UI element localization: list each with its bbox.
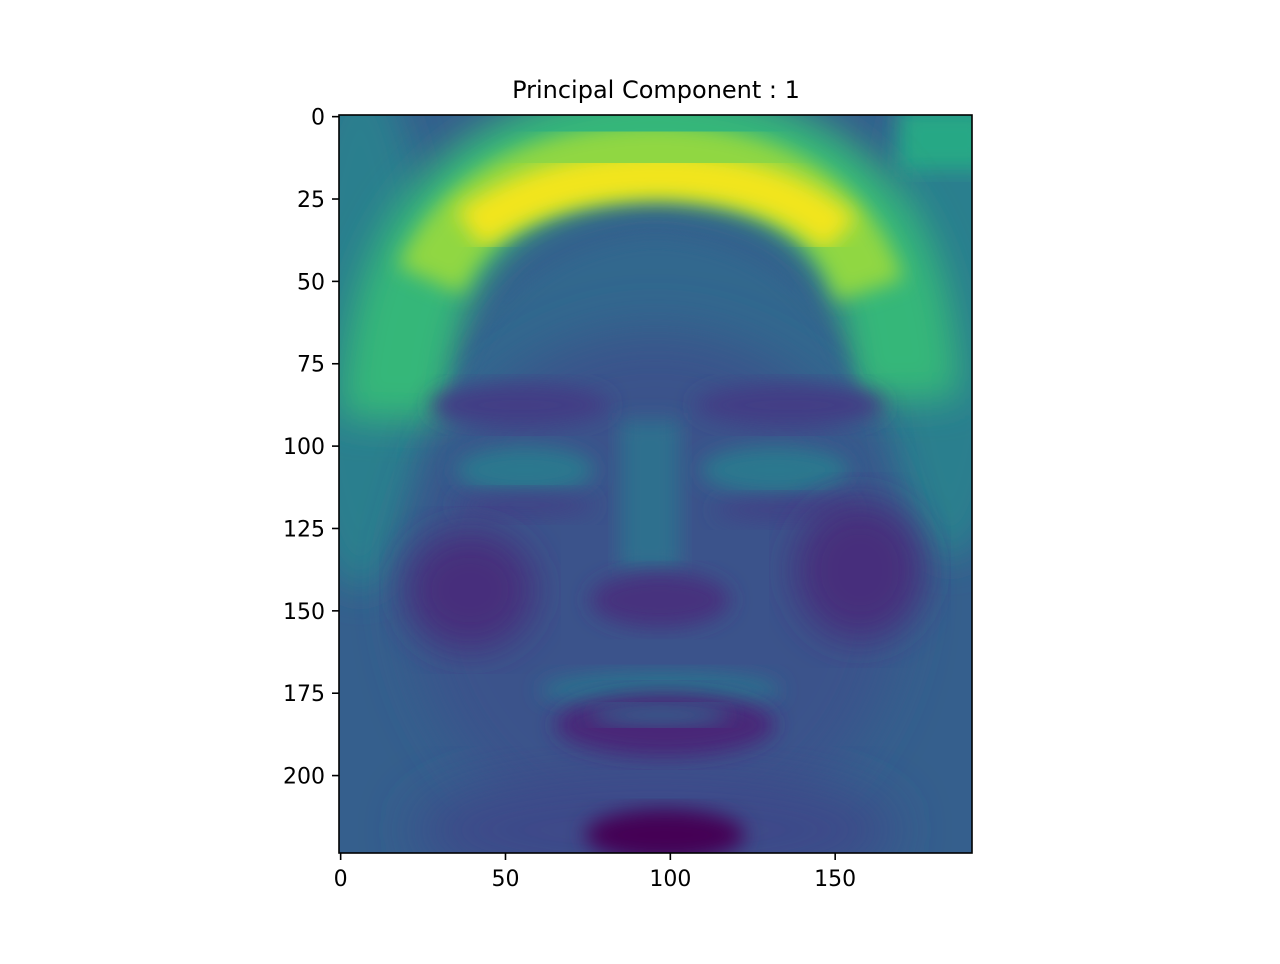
x-tick-label: 0 bbox=[334, 867, 348, 892]
heatmap-eye-right bbox=[700, 446, 850, 494]
y-tick-label: 25 bbox=[297, 188, 325, 213]
y-tick-label: 0 bbox=[311, 106, 325, 131]
x-tick-label: 50 bbox=[491, 867, 519, 892]
y-tick-label: 200 bbox=[283, 765, 325, 790]
heatmap-eye-left bbox=[455, 446, 595, 494]
heatmap-brow-right bbox=[695, 383, 885, 427]
y-axis: 0 25 50 75 100 125 150 175 200 bbox=[283, 106, 339, 790]
heatmap-image bbox=[339, 115, 972, 853]
heatmap-top-corner bbox=[900, 115, 972, 170]
heatmap-cheek-left bbox=[405, 530, 535, 650]
heatmap-teeth bbox=[590, 706, 730, 724]
heatmap-under-eye-left bbox=[455, 491, 595, 519]
heatmap-brow-left bbox=[430, 383, 610, 427]
heatmap-chin bbox=[585, 809, 745, 853]
chart-title: Principal Component : 1 bbox=[512, 76, 800, 104]
y-tick-label: 125 bbox=[283, 517, 325, 542]
x-tick-label: 150 bbox=[814, 867, 856, 892]
y-tick-label: 150 bbox=[283, 600, 325, 625]
heatmap-nose-tip bbox=[590, 572, 730, 628]
y-tick-label: 75 bbox=[297, 353, 325, 378]
y-tick-label: 50 bbox=[297, 270, 325, 295]
x-axis: 0 50 100 150 bbox=[334, 853, 856, 892]
y-tick-label: 175 bbox=[283, 682, 325, 707]
heatmap-cheek-right bbox=[795, 500, 925, 640]
heatmap-hairline-yellow bbox=[456, 151, 857, 252]
heatmap-nose-bridge bbox=[620, 420, 680, 570]
y-tick-label: 100 bbox=[283, 435, 325, 460]
heatmap-mouth bbox=[555, 693, 775, 757]
axes-frame bbox=[338, 114, 973, 854]
x-tick-label: 100 bbox=[649, 867, 691, 892]
